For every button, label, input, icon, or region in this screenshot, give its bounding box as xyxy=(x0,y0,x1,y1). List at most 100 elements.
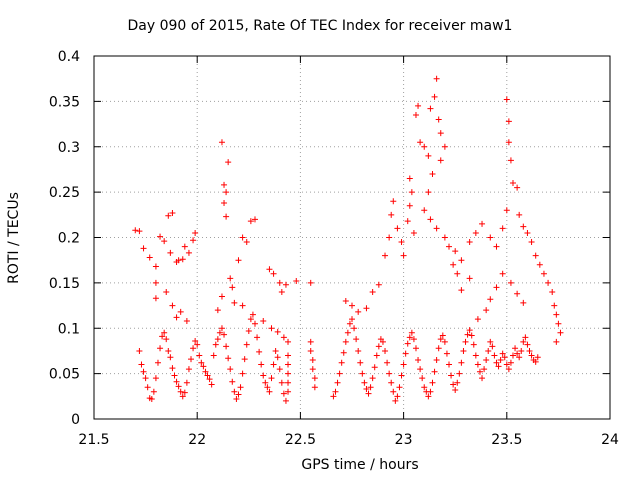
data-point xyxy=(493,243,500,250)
data-point xyxy=(136,347,143,354)
data-point xyxy=(183,379,190,386)
data-point xyxy=(493,359,500,366)
data-point xyxy=(433,225,440,232)
data-point xyxy=(437,157,444,164)
data-point xyxy=(406,175,413,182)
y-tick-label: 0.35 xyxy=(49,94,80,110)
data-point xyxy=(280,334,287,341)
data-point xyxy=(400,252,407,259)
data-point xyxy=(441,143,448,150)
data-point xyxy=(479,375,486,382)
data-point xyxy=(268,325,275,332)
data-point xyxy=(307,347,314,354)
data-point xyxy=(487,338,494,345)
data-point xyxy=(270,361,277,368)
data-point xyxy=(427,388,434,395)
data-point xyxy=(396,384,403,391)
data-point xyxy=(173,378,180,385)
data-point xyxy=(526,347,533,354)
data-point xyxy=(431,93,438,100)
data-point xyxy=(218,293,225,300)
data-point xyxy=(534,354,541,361)
data-point xyxy=(394,393,401,400)
data-point xyxy=(505,139,512,146)
data-point xyxy=(239,302,246,309)
x-tick-label: 23.5 xyxy=(491,432,522,448)
data-point xyxy=(464,331,471,338)
data-point xyxy=(437,130,444,137)
data-point xyxy=(330,393,337,400)
data-point xyxy=(282,397,289,404)
data-point xyxy=(427,216,434,223)
data-point xyxy=(435,345,442,352)
data-point xyxy=(419,375,426,382)
data-point xyxy=(474,316,481,323)
data-point xyxy=(460,347,467,354)
data-point xyxy=(429,170,436,177)
data-point xyxy=(384,359,391,366)
data-point xyxy=(342,338,349,345)
data-point xyxy=(452,248,459,255)
data-point xyxy=(466,275,473,282)
plot-frame xyxy=(93,55,611,420)
data-point xyxy=(421,143,428,150)
x-tick-label: 22 xyxy=(188,432,206,448)
data-point xyxy=(483,357,490,364)
data-point xyxy=(251,320,258,327)
data-point xyxy=(516,354,523,361)
data-point xyxy=(394,225,401,232)
data-point xyxy=(342,298,349,305)
data-point xyxy=(509,352,516,359)
data-point xyxy=(223,189,230,196)
data-point xyxy=(359,370,366,377)
x-axis-label: GPS time / hours xyxy=(301,457,419,473)
data-point xyxy=(553,311,560,318)
data-point xyxy=(450,261,457,268)
data-point xyxy=(443,350,450,357)
data-point xyxy=(204,372,211,379)
y-tick-label: 0.05 xyxy=(49,367,80,383)
data-point xyxy=(437,336,444,343)
data-point xyxy=(417,366,424,373)
data-point xyxy=(243,239,250,246)
data-point xyxy=(417,139,424,146)
data-point xyxy=(285,361,292,368)
data-point xyxy=(505,366,512,373)
data-point xyxy=(491,352,498,359)
data-point xyxy=(448,372,455,379)
data-point xyxy=(140,368,147,375)
data-point xyxy=(499,350,506,357)
data-point xyxy=(202,368,209,375)
data-point xyxy=(181,243,188,250)
data-point xyxy=(157,233,164,240)
data-point xyxy=(421,384,428,391)
data-point xyxy=(221,200,228,207)
data-point xyxy=(435,116,442,123)
data-point xyxy=(344,329,351,336)
data-point xyxy=(412,111,419,118)
data-point xyxy=(369,375,376,382)
data-point xyxy=(175,257,182,264)
data-point xyxy=(136,228,143,235)
data-point xyxy=(499,225,506,232)
data-point xyxy=(433,75,440,82)
y-tick-label: 0.15 xyxy=(49,276,80,292)
data-point xyxy=(512,345,519,352)
data-point xyxy=(183,317,190,324)
data-point xyxy=(505,118,512,125)
data-point xyxy=(520,223,527,230)
data-point xyxy=(179,256,186,263)
data-point xyxy=(274,354,281,361)
data-point xyxy=(148,396,155,403)
data-point xyxy=(190,237,197,244)
data-point xyxy=(268,375,275,382)
data-point xyxy=(355,347,362,354)
data-point xyxy=(192,229,199,236)
data-point xyxy=(514,184,521,191)
data-point xyxy=(276,279,283,286)
data-point xyxy=(501,354,508,361)
data-point xyxy=(458,257,465,264)
data-point xyxy=(379,338,386,345)
data-point xyxy=(285,370,292,377)
data-point xyxy=(398,372,405,379)
